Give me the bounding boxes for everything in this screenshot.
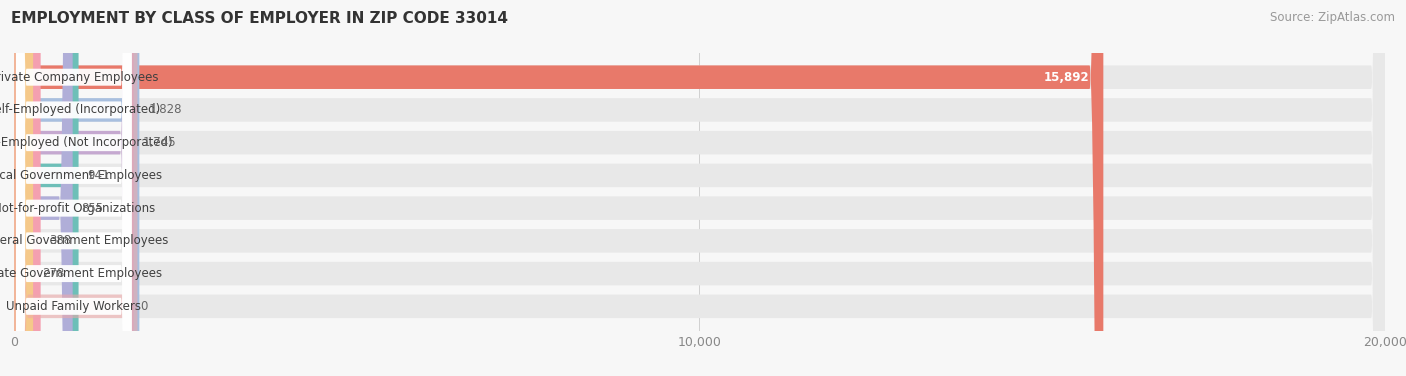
FancyBboxPatch shape — [14, 0, 1385, 376]
FancyBboxPatch shape — [14, 0, 138, 376]
FancyBboxPatch shape — [15, 0, 131, 376]
FancyBboxPatch shape — [14, 0, 1104, 376]
Text: 941: 941 — [87, 169, 110, 182]
Text: Self-Employed (Incorporated): Self-Employed (Incorporated) — [0, 103, 160, 117]
Text: Local Government Employees: Local Government Employees — [0, 169, 162, 182]
Text: Unpaid Family Workers: Unpaid Family Workers — [6, 300, 141, 313]
FancyBboxPatch shape — [15, 0, 131, 376]
Text: Self-Employed (Not Incorporated): Self-Employed (Not Incorporated) — [0, 136, 173, 149]
Text: 0: 0 — [141, 300, 148, 313]
FancyBboxPatch shape — [14, 0, 73, 376]
FancyBboxPatch shape — [14, 0, 139, 376]
Text: 278: 278 — [42, 267, 65, 280]
FancyBboxPatch shape — [15, 0, 131, 376]
FancyBboxPatch shape — [15, 0, 131, 376]
Text: 1,745: 1,745 — [142, 136, 176, 149]
FancyBboxPatch shape — [14, 0, 34, 376]
FancyBboxPatch shape — [15, 0, 131, 376]
Text: Federal Government Employees: Federal Government Employees — [0, 234, 169, 247]
Text: 1,828: 1,828 — [148, 103, 181, 117]
FancyBboxPatch shape — [14, 0, 1385, 376]
Text: Not-for-profit Organizations: Not-for-profit Organizations — [0, 202, 155, 215]
FancyBboxPatch shape — [14, 0, 1385, 376]
FancyBboxPatch shape — [14, 0, 1385, 376]
FancyBboxPatch shape — [14, 0, 134, 376]
Text: 15,892: 15,892 — [1045, 71, 1090, 84]
FancyBboxPatch shape — [14, 0, 1385, 376]
FancyBboxPatch shape — [14, 0, 1385, 376]
Text: Source: ZipAtlas.com: Source: ZipAtlas.com — [1270, 11, 1395, 24]
FancyBboxPatch shape — [14, 0, 79, 376]
FancyBboxPatch shape — [15, 0, 131, 376]
FancyBboxPatch shape — [14, 0, 1385, 376]
FancyBboxPatch shape — [15, 0, 131, 376]
Text: 855: 855 — [82, 202, 104, 215]
FancyBboxPatch shape — [15, 0, 131, 376]
Text: EMPLOYMENT BY CLASS OF EMPLOYER IN ZIP CODE 33014: EMPLOYMENT BY CLASS OF EMPLOYER IN ZIP C… — [11, 11, 508, 26]
Text: Private Company Employees: Private Company Employees — [0, 71, 159, 84]
FancyBboxPatch shape — [14, 0, 1385, 376]
Text: 388: 388 — [49, 234, 72, 247]
Text: State Government Employees: State Government Employees — [0, 267, 162, 280]
FancyBboxPatch shape — [14, 0, 41, 376]
